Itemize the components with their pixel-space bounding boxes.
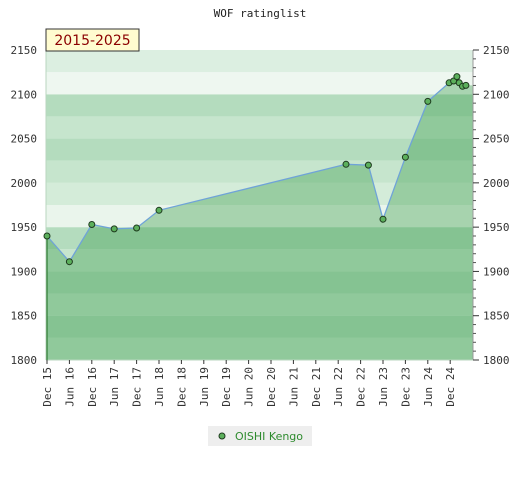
data-point xyxy=(43,232,51,240)
y-tick-label-right: 2050 xyxy=(483,133,510,146)
x-tick-label: Dec 16 xyxy=(86,367,99,407)
y-tick-label-left: 2050 xyxy=(11,133,38,146)
y-tick-label-left: 1850 xyxy=(11,310,38,323)
x-tick-label: Dec 23 xyxy=(399,367,412,407)
y-axis-left: 1800 1850 1900 1950 2000 2050 2100 2150 xyxy=(11,44,38,367)
background-band xyxy=(46,138,473,161)
y-tick-label-right: 2000 xyxy=(483,177,510,190)
y-tick-label-left: 2100 xyxy=(11,88,38,101)
y-axis-right-minor-ticks xyxy=(473,58,476,352)
x-tick-label: Jun 16 xyxy=(63,367,76,407)
background-band xyxy=(46,227,473,250)
data-point xyxy=(110,225,118,233)
y-axis-right: 1800 1850 1900 1950 2000 2050 2100 2150 xyxy=(473,44,510,367)
x-tick-label: Dec 19 xyxy=(220,367,233,407)
x-tick-label: Dec 15 xyxy=(41,367,54,407)
background-band xyxy=(46,249,473,272)
background-band xyxy=(46,116,473,139)
background-band xyxy=(46,293,473,316)
legend-background xyxy=(208,426,312,446)
x-tick-label: Jun 17 xyxy=(108,367,121,407)
background-bands xyxy=(46,50,473,360)
x-tick-label: Dec 24 xyxy=(444,367,457,407)
y-tick-label-right: 1850 xyxy=(483,310,510,323)
rating-area xyxy=(47,76,473,360)
y-tick-label-left: 1800 xyxy=(11,354,38,367)
x-tick-label: Dec 18 xyxy=(175,367,188,407)
data-point xyxy=(379,215,387,223)
y-tick-label-right: 2150 xyxy=(483,44,510,57)
y-tick-label-left: 2150 xyxy=(11,44,38,57)
x-tick-label: Jun 19 xyxy=(198,367,211,407)
background-band xyxy=(46,337,473,360)
legend: OISHI Kengo xyxy=(208,426,312,446)
data-points xyxy=(43,73,470,266)
data-point xyxy=(65,258,73,266)
x-tick-label: Jun 18 xyxy=(153,367,166,407)
x-tick-label: Dec 21 xyxy=(310,367,323,407)
period-label-background xyxy=(45,28,140,52)
y-tick-label-right: 1800 xyxy=(483,354,510,367)
x-tick-label: Jun 24 xyxy=(422,367,435,407)
chart-title: WOF ratinglist xyxy=(214,7,307,20)
data-point xyxy=(133,224,141,232)
x-axis: Dec 15 Jun 16 Dec 16 Jun 17 Dec 17 Jun 18 Dec … xyxy=(41,360,457,407)
data-point xyxy=(155,206,163,214)
background-band xyxy=(46,94,473,117)
x-tick-label: Jun 21 xyxy=(287,367,300,407)
period-label: 2015-2025 xyxy=(54,33,130,49)
data-point xyxy=(88,221,96,228)
x-tick-label: Jun 20 xyxy=(243,367,256,407)
background-band xyxy=(46,205,473,228)
y-tick-label-left: 2000 xyxy=(11,177,38,190)
x-tick-label: Jun 23 xyxy=(377,367,390,407)
x-tick-label: Dec 17 xyxy=(131,367,144,407)
data-point xyxy=(462,81,470,89)
background-band xyxy=(46,182,473,205)
background-band xyxy=(46,271,473,294)
data-point xyxy=(453,73,461,81)
y-tick-label-right: 1900 xyxy=(483,265,510,278)
background-band xyxy=(46,315,473,338)
background-band xyxy=(46,72,473,95)
data-point xyxy=(342,160,350,168)
data-point xyxy=(424,97,432,105)
legend-label: OISHI Kengo xyxy=(235,430,303,443)
x-tick-label: Dec 20 xyxy=(265,367,278,407)
y-tick-label-left: 1950 xyxy=(11,221,38,234)
x-tick-label: Jun 22 xyxy=(332,367,345,407)
legend-marker xyxy=(218,432,226,440)
y-tick-label-left: 1900 xyxy=(11,265,38,278)
y-tick-label-right: 1950 xyxy=(483,221,510,234)
data-point xyxy=(401,153,409,161)
period-label-box: 2015-2025 xyxy=(45,28,140,52)
data-point xyxy=(364,161,372,169)
x-tick-label: Dec 22 xyxy=(355,367,368,407)
background-band xyxy=(46,50,473,73)
y-tick-label-right: 2100 xyxy=(483,88,510,101)
